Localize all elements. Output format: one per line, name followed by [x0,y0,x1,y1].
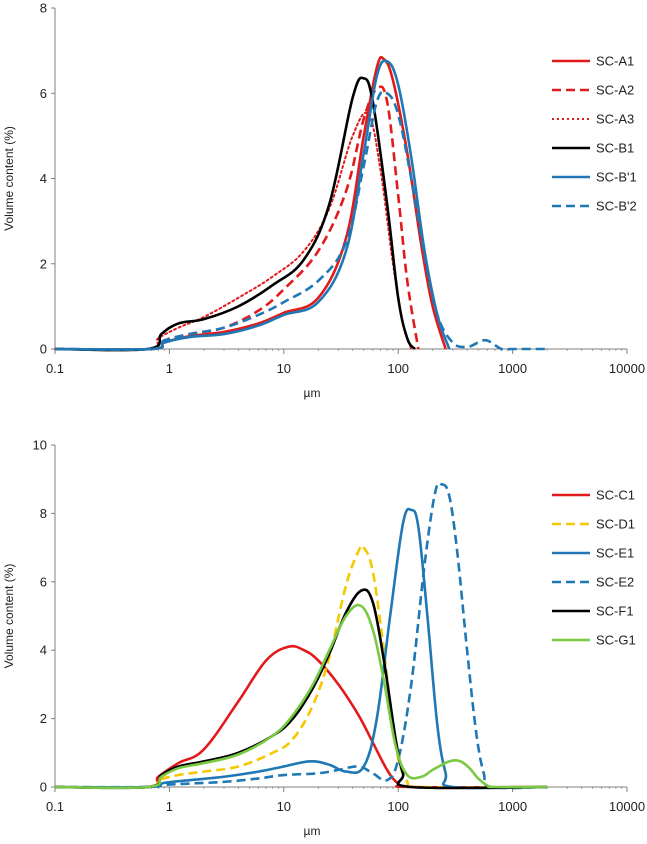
series-line-sc-b-1 [54,59,451,351]
x-tick-label: 100 [387,361,409,376]
legend-entry: SC-A1 [596,54,634,69]
x-axis-label: µm [304,824,321,838]
y-tick-label: 2 [40,256,47,271]
x-tick-label: 100 [387,799,409,814]
x-tick-label: 10 [277,799,291,814]
chart-top: 0 2 4 6 8 0.1 1 10 100 1000 10000 µm Volume content … [2,1,645,401]
legend-entry: SC-F1 [596,604,634,619]
series-line-sc-f1 [54,588,548,790]
legend-entry: SC-G1 [596,633,636,648]
legend-entry: SC-A2 [596,83,634,98]
x-tick-label: 10 [277,361,291,376]
y-tick-label: 10 [33,438,47,453]
series-line-sc-d1 [54,543,548,789]
legend-entry: SC-B'2 [596,199,637,214]
legend-entry: SC-B'1 [596,170,637,185]
y-axis-label: Volume content (%) [2,564,16,669]
series-line-sc-a2 [54,85,420,351]
x-axis-label: µm [304,386,321,400]
x-tick-label: 0.1 [46,361,64,376]
y-tick-label: 8 [40,506,47,521]
series-line-sc-e1 [54,507,548,790]
legend-entry: SC-B1 [596,141,634,156]
series-line-sc-e2 [54,481,548,790]
y-tick-label: 6 [40,574,47,589]
y-tick-label: 8 [40,1,47,16]
x-tick-label: 1 [166,361,173,376]
x-tick-label: 1000 [498,361,527,376]
legend-entry: SC-E1 [596,546,634,561]
x-tick-label: 0.1 [46,799,64,814]
x-tick-label: 1 [166,799,173,814]
x-tick-label: 10000 [609,361,645,376]
y-axis-label: Volume content (%) [2,126,16,231]
x-tick-label: 1000 [498,799,527,814]
legend-entry: SC-D1 [596,517,635,532]
series-line-sc-g1 [54,603,548,790]
y-tick-label: 4 [40,171,47,186]
y-tick-label: 6 [40,86,47,101]
y-tick-label: 0 [40,780,47,795]
y-tick-label: 0 [40,342,47,357]
y-tick-label: 2 [40,711,47,726]
series-line-sc-b1 [54,76,416,352]
x-tick-label: 10000 [609,799,645,814]
chart-bottom: 0 2 4 6 8 10 0.1 1 10 100 1000 10000 µm Volume conten… [2,438,645,839]
legend-entry: SC-C1 [596,488,635,503]
legend-entry: SC-A3 [596,112,634,127]
legend-entry: SC-E2 [596,575,634,590]
y-tick-label: 4 [40,643,47,658]
series-line-sc-b-2 [54,90,548,351]
